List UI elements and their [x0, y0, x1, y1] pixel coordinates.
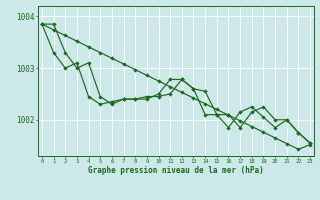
X-axis label: Graphe pression niveau de la mer (hPa): Graphe pression niveau de la mer (hPa)	[88, 166, 264, 175]
